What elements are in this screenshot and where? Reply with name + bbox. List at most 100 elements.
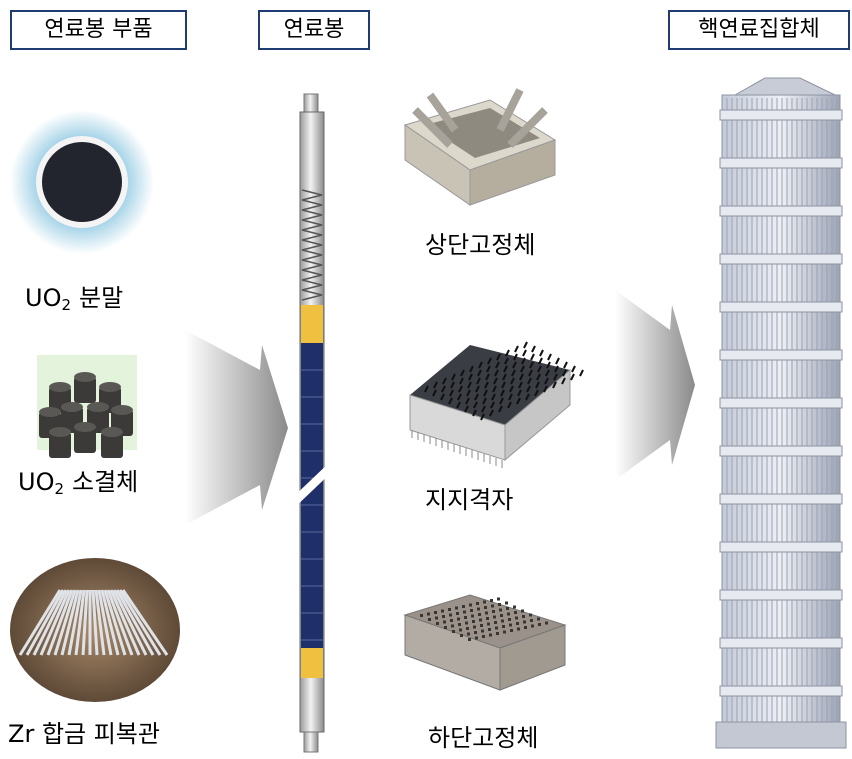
vane bbox=[537, 365, 542, 373]
vane bbox=[531, 345, 536, 353]
vane bbox=[502, 373, 507, 381]
pellet bbox=[74, 377, 96, 403]
tube bbox=[25, 589, 65, 656]
vane bbox=[433, 381, 438, 389]
pellet-face bbox=[49, 427, 71, 437]
hole bbox=[503, 630, 506, 634]
pellets bbox=[39, 372, 133, 458]
component-name: 지지격자 bbox=[425, 486, 514, 514]
hole bbox=[490, 599, 493, 602]
vane bbox=[484, 381, 489, 389]
end-plug bbox=[303, 731, 319, 753]
fuel-assembly bbox=[715, 77, 847, 749]
vane bbox=[508, 393, 513, 401]
vane bbox=[440, 393, 445, 401]
top-nozzle bbox=[403, 88, 557, 206]
vane bbox=[510, 377, 515, 385]
hole bbox=[450, 619, 453, 622]
vane bbox=[500, 389, 505, 397]
pellet-face bbox=[49, 382, 71, 392]
hole bbox=[420, 614, 423, 617]
vane bbox=[474, 393, 479, 401]
vane bbox=[464, 405, 469, 413]
hole bbox=[475, 636, 478, 640]
break-mark bbox=[290, 460, 334, 510]
tube bbox=[46, 589, 74, 656]
hole bbox=[427, 612, 430, 616]
formula: UO bbox=[25, 284, 62, 312]
grid bbox=[719, 493, 843, 505]
vane bbox=[491, 393, 496, 401]
hole bbox=[499, 608, 502, 612]
vane bbox=[481, 405, 486, 413]
component-name: 하단고정체 bbox=[428, 724, 539, 752]
tube bbox=[106, 589, 134, 656]
hole bbox=[481, 629, 484, 633]
hole bbox=[448, 608, 451, 611]
assembly-top-nozzle bbox=[733, 77, 836, 96]
vane bbox=[424, 385, 429, 393]
tube bbox=[100, 589, 120, 656]
hole bbox=[506, 607, 509, 610]
hole bbox=[482, 635, 485, 638]
part-name: 분말 bbox=[79, 284, 124, 312]
assembly-grids bbox=[719, 109, 843, 697]
hole bbox=[449, 613, 452, 617]
vane bbox=[530, 353, 535, 361]
grid bbox=[719, 349, 843, 361]
hole bbox=[460, 634, 463, 637]
hole bbox=[515, 616, 518, 620]
hole bbox=[470, 609, 473, 612]
vane bbox=[504, 357, 509, 365]
formula: UO bbox=[18, 468, 55, 496]
arrow bbox=[185, 330, 288, 525]
pellet bbox=[49, 432, 71, 458]
spring bbox=[301, 189, 323, 301]
hole bbox=[521, 609, 524, 613]
vane bbox=[571, 365, 576, 373]
vane bbox=[490, 401, 495, 409]
hole bbox=[484, 606, 487, 609]
hole bbox=[507, 612, 510, 616]
grid bbox=[719, 253, 843, 265]
hole bbox=[485, 611, 488, 615]
vane bbox=[522, 349, 527, 357]
vane bbox=[545, 369, 550, 377]
hole bbox=[492, 610, 495, 613]
hole bbox=[537, 617, 540, 621]
vane bbox=[475, 385, 480, 393]
grid bbox=[719, 109, 843, 121]
hole bbox=[436, 622, 439, 625]
tube bbox=[121, 589, 169, 656]
vane bbox=[552, 381, 557, 389]
hole bbox=[478, 613, 481, 616]
vane bbox=[527, 377, 532, 385]
hole bbox=[434, 611, 437, 614]
vane bbox=[448, 397, 453, 405]
vane bbox=[432, 389, 437, 397]
arrow bbox=[615, 290, 695, 480]
part-label: UO2 소결체 bbox=[18, 462, 138, 498]
vane bbox=[469, 365, 474, 373]
bottom-nozzle bbox=[403, 594, 567, 691]
vane bbox=[547, 353, 552, 361]
hole bbox=[457, 617, 460, 621]
vane bbox=[466, 389, 471, 397]
hole bbox=[473, 625, 476, 629]
subscript: 2 bbox=[61, 296, 72, 314]
vane bbox=[511, 369, 516, 377]
hole bbox=[467, 632, 470, 636]
vane bbox=[523, 341, 528, 349]
hole bbox=[444, 626, 447, 629]
hole bbox=[493, 615, 496, 619]
hole bbox=[483, 600, 486, 604]
tube bbox=[67, 589, 83, 656]
subscript: 2 bbox=[54, 480, 65, 498]
part-name: Zr 합금 피복관 bbox=[8, 720, 160, 748]
grid bbox=[719, 589, 843, 601]
vane bbox=[534, 389, 539, 397]
vane bbox=[514, 345, 519, 353]
vane bbox=[460, 369, 465, 377]
hole bbox=[501, 619, 504, 623]
hole bbox=[498, 603, 501, 606]
